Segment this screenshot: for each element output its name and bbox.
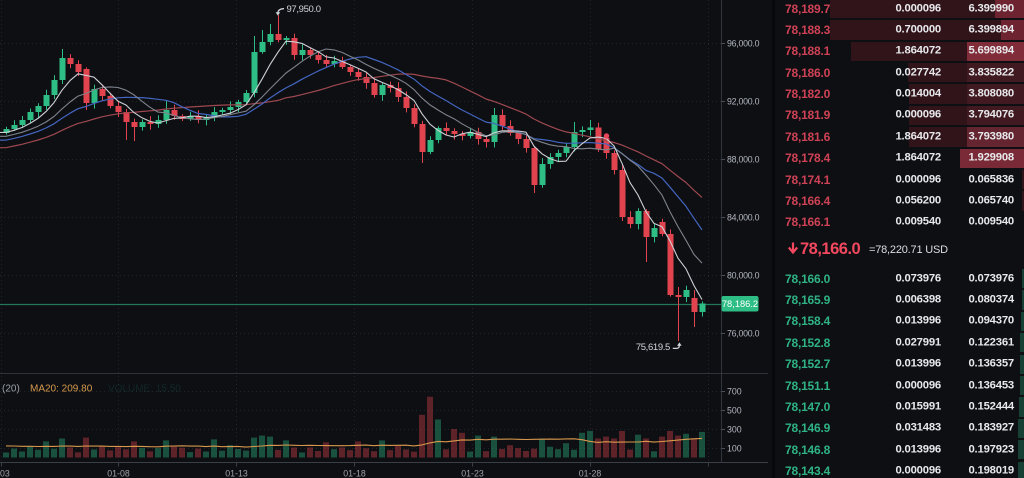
svg-text:80,000.0: 80,000.0 xyxy=(727,270,760,280)
svg-text:700: 700 xyxy=(727,386,742,396)
svg-text:96,000.0: 96,000.0 xyxy=(727,38,760,48)
svg-text:88,000.0: 88,000.0 xyxy=(727,154,760,164)
svg-text:01-08: 01-08 xyxy=(107,469,130,478)
svg-text:MA20: 209.80: MA20: 209.80 xyxy=(30,384,93,395)
svg-text:78,186.2: 78,186.2 xyxy=(722,299,758,309)
svg-text:84,000.0: 84,000.0 xyxy=(727,212,760,222)
svg-text:75,619.5: 75,619.5 xyxy=(636,342,670,353)
svg-text:01-28: 01-28 xyxy=(579,469,602,478)
svg-text:01-18: 01-18 xyxy=(343,469,366,478)
svg-text:500: 500 xyxy=(727,405,742,415)
svg-text:VOLUME: 15.50: VOLUME: 15.50 xyxy=(108,384,181,395)
svg-text:01-13: 01-13 xyxy=(225,469,248,478)
svg-text:300: 300 xyxy=(727,424,742,434)
svg-text:03: 03 xyxy=(0,469,10,478)
svg-text:100: 100 xyxy=(727,443,742,453)
svg-text:97,950.0: 97,950.0 xyxy=(287,4,321,15)
svg-text:76,000.0: 76,000.0 xyxy=(727,328,760,338)
svg-text:92,000.0: 92,000.0 xyxy=(727,96,760,106)
svg-text:01-23: 01-23 xyxy=(461,469,484,478)
svg-text:(20): (20) xyxy=(2,384,20,395)
